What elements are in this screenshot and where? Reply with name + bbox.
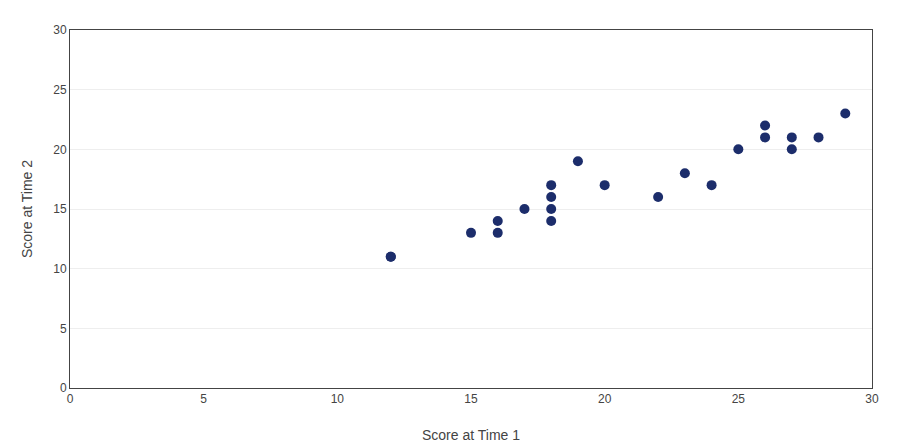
svg-text:15: 15 xyxy=(53,202,67,216)
svg-text:0: 0 xyxy=(67,392,74,406)
svg-text:15: 15 xyxy=(464,392,478,406)
svg-text:25: 25 xyxy=(732,392,746,406)
svg-text:5: 5 xyxy=(60,322,67,336)
svg-text:30: 30 xyxy=(865,392,879,406)
svg-text:10: 10 xyxy=(53,262,67,276)
svg-text:Score at Time 1: Score at Time 1 xyxy=(422,427,520,443)
svg-text:0: 0 xyxy=(60,381,67,395)
svg-text:30: 30 xyxy=(53,23,67,37)
svg-text:Score at Time 2: Score at Time 2 xyxy=(19,160,35,258)
svg-text:25: 25 xyxy=(53,83,67,97)
svg-text:20: 20 xyxy=(598,392,612,406)
svg-text:20: 20 xyxy=(53,143,67,157)
svg-text:10: 10 xyxy=(331,392,345,406)
svg-text:5: 5 xyxy=(200,392,207,406)
